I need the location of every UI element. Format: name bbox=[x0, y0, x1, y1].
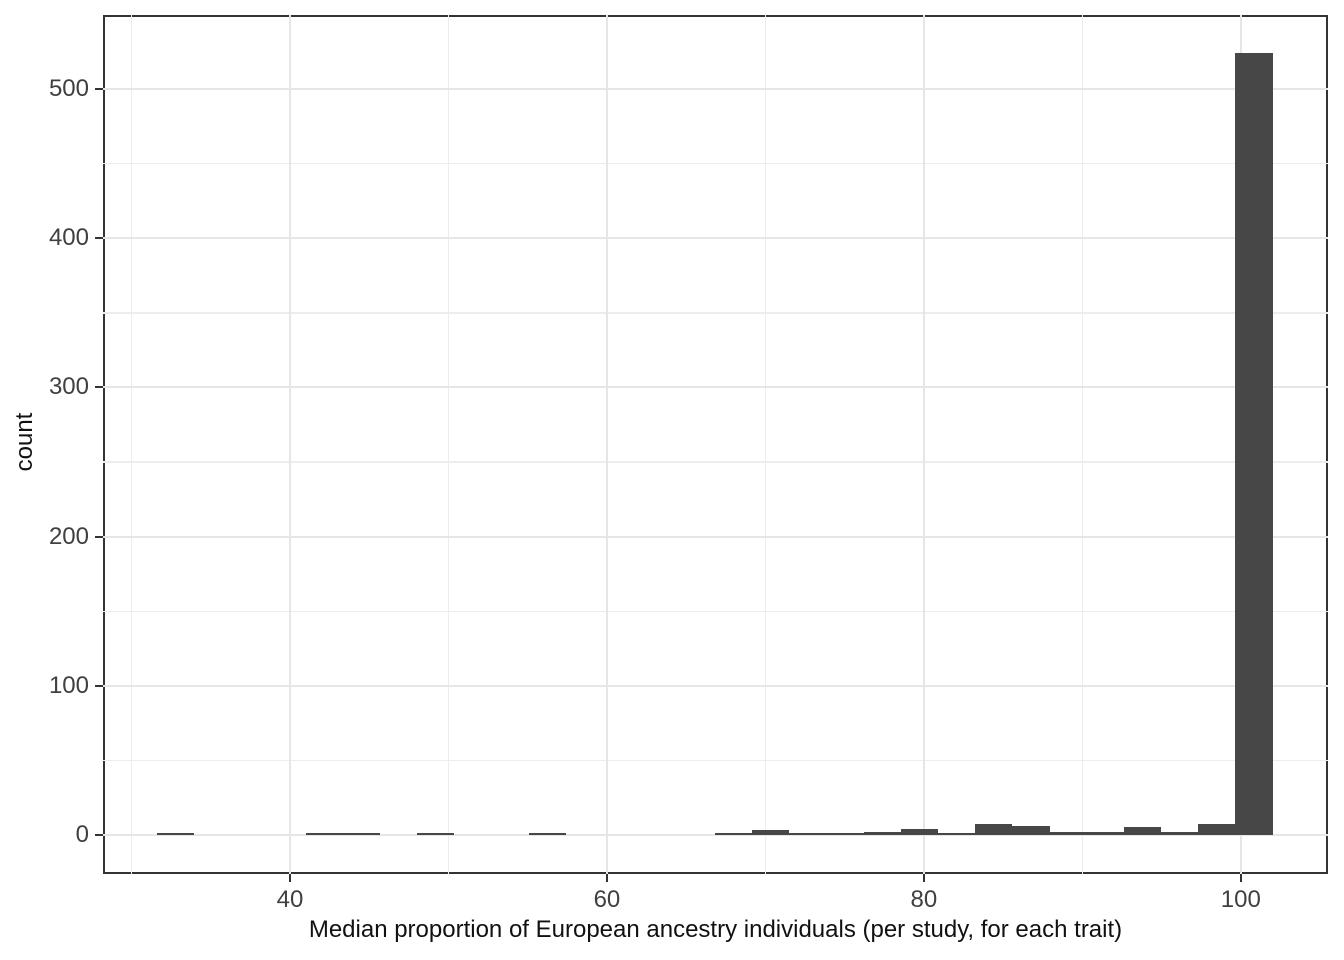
histogram-bar bbox=[1235, 53, 1273, 835]
y-tick-label: 400 bbox=[48, 224, 89, 252]
x-tick-label: 100 bbox=[1220, 886, 1261, 913]
y-tick-mark bbox=[95, 237, 103, 240]
y-tick-label: 300 bbox=[48, 373, 89, 401]
histogram-bar bbox=[714, 833, 752, 835]
gridline-major-y bbox=[103, 535, 1328, 538]
y-tick-mark bbox=[95, 88, 103, 91]
y-tick-mark bbox=[95, 684, 103, 687]
gridline-major-y bbox=[103, 684, 1328, 687]
histogram-bar bbox=[975, 824, 1013, 835]
y-tick-label: 0 bbox=[75, 820, 89, 848]
gridline-minor-y bbox=[103, 163, 1328, 165]
histogram-bar bbox=[900, 828, 938, 835]
histogram-bar bbox=[789, 833, 827, 835]
gridline-major-x bbox=[922, 15, 925, 874]
y-tick-mark bbox=[95, 535, 103, 538]
x-tick-mark bbox=[288, 874, 291, 882]
y-tick-mark bbox=[95, 833, 103, 836]
gridline-minor-y bbox=[103, 610, 1328, 612]
gridline-minor-y bbox=[103, 312, 1328, 314]
x-tick-mark bbox=[1239, 874, 1242, 882]
x-tick-label: 60 bbox=[593, 886, 621, 913]
histogram-bar bbox=[1049, 831, 1087, 835]
histogram-bar bbox=[528, 833, 566, 835]
x-axis-title: Median proportion of European ancestry i… bbox=[308, 916, 1123, 943]
plot-panel bbox=[103, 15, 1328, 874]
histogram-bar bbox=[1086, 831, 1124, 835]
y-tick-label: 100 bbox=[48, 671, 89, 699]
y-tick-mark bbox=[95, 386, 103, 389]
gridline-minor-x bbox=[1081, 15, 1084, 874]
histogram-bar bbox=[1161, 831, 1199, 835]
histogram-bar bbox=[1198, 824, 1236, 835]
histogram-bar bbox=[751, 830, 790, 835]
gridline-minor-y bbox=[103, 461, 1328, 463]
gridline-major-y bbox=[103, 88, 1328, 91]
gridline-major-y bbox=[103, 237, 1328, 240]
histogram-bar bbox=[156, 833, 195, 835]
gridline-minor-x bbox=[130, 15, 133, 874]
gridline-major-y bbox=[103, 833, 1328, 836]
x-tick-label: 40 bbox=[276, 886, 304, 913]
histogram-bar bbox=[826, 833, 864, 835]
gridline-minor-y bbox=[103, 759, 1328, 762]
gridline-major-x bbox=[605, 15, 608, 874]
gridline-minor-x bbox=[447, 15, 450, 874]
histogram-bar bbox=[305, 833, 343, 835]
gridline-major-x bbox=[288, 15, 291, 874]
y-tick-label: 500 bbox=[48, 75, 89, 103]
histogram-bar bbox=[1123, 827, 1162, 835]
histogram-bar bbox=[342, 833, 381, 835]
x-tick-mark bbox=[605, 874, 608, 882]
histogram-bar bbox=[1012, 825, 1050, 835]
histogram-bar bbox=[417, 833, 455, 835]
x-tick-mark bbox=[922, 874, 925, 882]
gridline-minor-x bbox=[764, 15, 767, 874]
gridline-major-y bbox=[103, 386, 1328, 389]
histogram-bar bbox=[937, 833, 976, 835]
x-tick-label: 80 bbox=[910, 886, 938, 913]
histogram-bar bbox=[863, 831, 901, 835]
y-tick-label: 200 bbox=[48, 522, 89, 550]
